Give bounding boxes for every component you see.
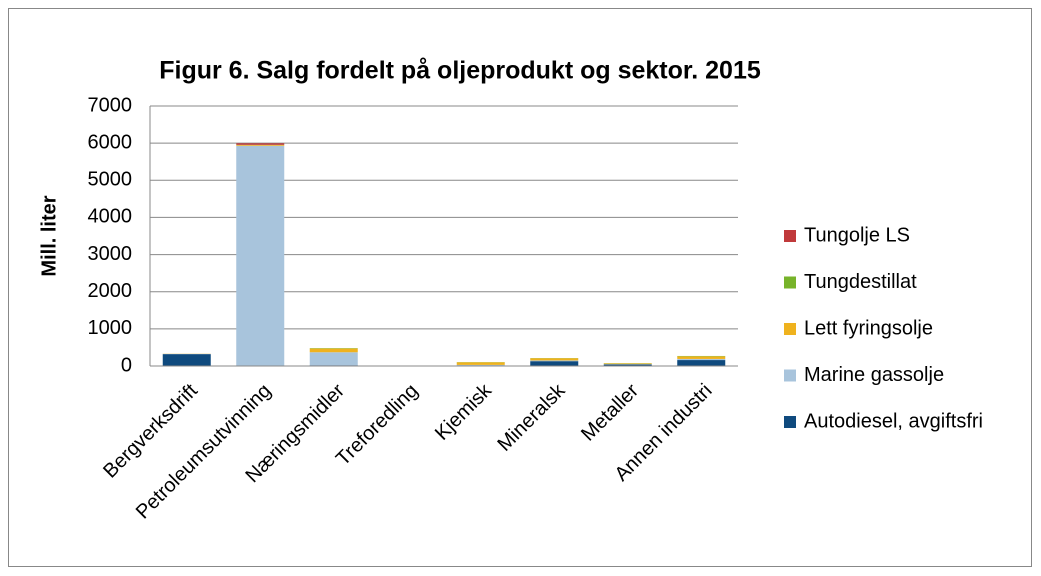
bar-segment [530, 360, 579, 362]
y-tick-label: 2000 [88, 280, 133, 302]
bar-segment [530, 361, 579, 366]
bar-segment [162, 354, 211, 366]
bar-segment [677, 360, 726, 366]
chart-border [8, 8, 1032, 567]
bar-segment [677, 356, 726, 359]
bar-segment [236, 145, 285, 146]
y-tick-label: 6000 [88, 131, 133, 153]
y-axis-label: Mill. liter [38, 195, 60, 276]
bar-segment [236, 145, 285, 366]
bar-segment [603, 363, 652, 365]
bar-segment [236, 143, 285, 145]
legend-swatch [784, 230, 796, 242]
legend-swatch [784, 276, 796, 289]
y-tick-label: 3000 [88, 243, 133, 265]
legend-label: Autodiesel, avgiftsfri [804, 410, 983, 432]
legend-swatch [784, 369, 796, 382]
chart-title: Figur 6. Salg fordelt på oljeprodukt og … [159, 57, 761, 85]
bar-segment [530, 358, 579, 361]
legend-label: Lett fyringsolje [804, 317, 933, 339]
y-tick-label: 4000 [88, 206, 133, 228]
bar-segment [309, 348, 358, 353]
y-tick-label: 7000 [88, 94, 133, 116]
legend-label: Tungolje LS [804, 224, 910, 246]
y-tick-label: 0 [121, 354, 132, 376]
legend-label: Marine gassolje [804, 364, 944, 386]
legend-swatch [784, 416, 796, 428]
bar-segment [309, 352, 358, 366]
legend-swatch [784, 323, 796, 335]
legend-label: Tungdestillat [804, 271, 917, 293]
bar-segment [677, 358, 726, 361]
y-tick-label: 1000 [88, 317, 133, 339]
y-tick-label: 5000 [88, 169, 133, 191]
bar-segment [456, 364, 505, 366]
bar-segment [603, 364, 652, 366]
bar-segment [456, 362, 505, 365]
